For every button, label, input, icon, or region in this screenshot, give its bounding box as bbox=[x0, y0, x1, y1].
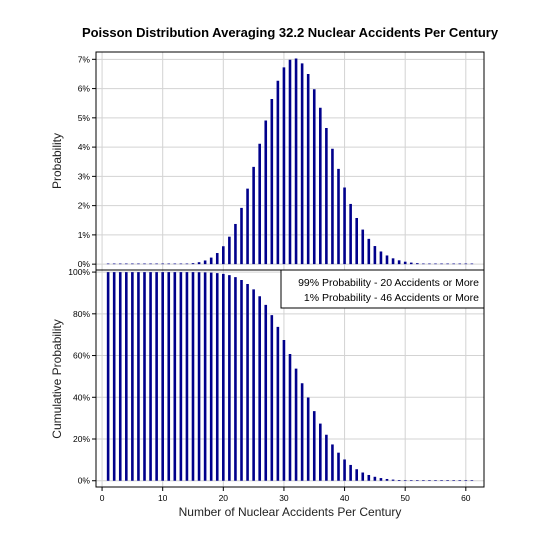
chart-title: Poisson Distribution Averaging 32.2 Nucl… bbox=[82, 25, 499, 40]
annotation-frame bbox=[280, 269, 485, 309]
annotation-line-2: 1% Probability - 46 Accidents or More bbox=[304, 292, 479, 304]
y-tick-label: 7% bbox=[78, 54, 91, 64]
y-tick-label: 80% bbox=[73, 309, 90, 319]
x-tick-label: 30 bbox=[279, 493, 289, 503]
y-tick-label: 3% bbox=[78, 171, 91, 181]
probability-axis-label: Probability bbox=[50, 133, 64, 189]
x-tick-label: 10 bbox=[158, 493, 168, 503]
annotation-box: 99% Probability - 20 Accidents or More 1… bbox=[280, 269, 485, 309]
annotation-line-1: 99% Probability - 20 Accidents or More bbox=[298, 277, 479, 289]
x-tick-label: 40 bbox=[340, 493, 350, 503]
x-axis-label: Number of Nuclear Accidents Per Century bbox=[179, 505, 402, 519]
x-tick-label: 50 bbox=[400, 493, 410, 503]
y-tick-label: 0% bbox=[78, 259, 91, 269]
y-tick-label: 5% bbox=[78, 113, 91, 123]
cumulative-axis-label: Cumulative Probability bbox=[50, 319, 64, 438]
y-tick-label: 0% bbox=[78, 476, 91, 486]
x-tick-label: 60 bbox=[461, 493, 471, 503]
y-tick-label: 60% bbox=[73, 351, 90, 361]
y-tick-label: 20% bbox=[73, 434, 90, 444]
cumulative-panel: 0% 20% 40% 60% 80% 100% 0 10 20 30 40 50 60 Cumulat… bbox=[50, 267, 485, 519]
x-tick-label: 0 bbox=[100, 493, 105, 503]
probability-panel: 0% 1% 2% 3% 4% 5% 6% 7% Probability bbox=[50, 51, 485, 271]
y-tick-label: 4% bbox=[78, 142, 91, 152]
y-tick-label: 2% bbox=[78, 201, 91, 211]
x-tick-label: 20 bbox=[219, 493, 229, 503]
y-tick-label: 40% bbox=[73, 392, 90, 402]
y-tick-label: 100% bbox=[68, 267, 90, 277]
y-tick-label: 6% bbox=[78, 84, 91, 94]
y-tick-label: 1% bbox=[78, 230, 91, 240]
